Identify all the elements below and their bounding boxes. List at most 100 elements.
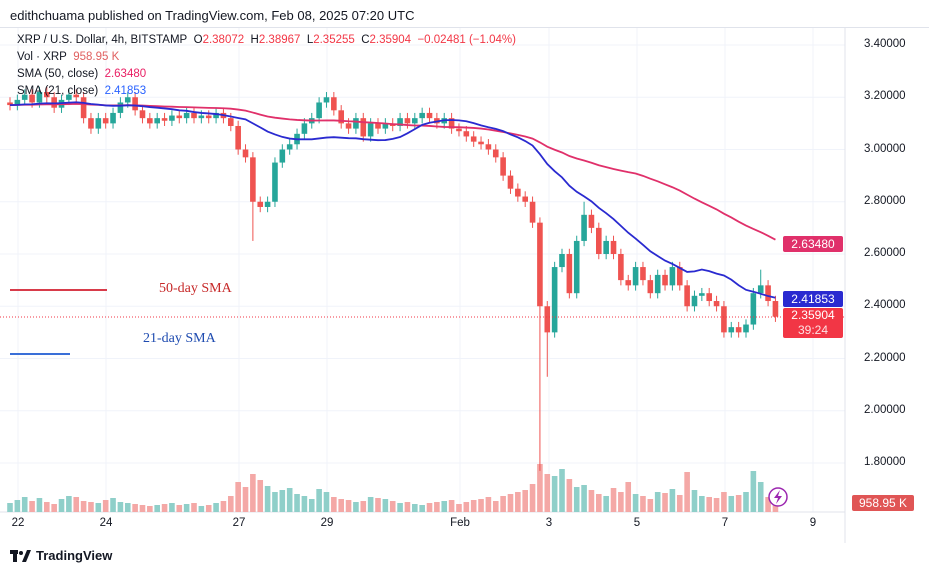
candle-body — [213, 112, 219, 119]
volume-bar — [654, 492, 661, 512]
candle-body — [537, 222, 543, 307]
candle-body — [426, 112, 433, 119]
volume-bar — [323, 492, 330, 512]
candle-body — [301, 123, 308, 134]
candle-body — [757, 285, 764, 294]
sma50-legend[interactable]: SMA (50, close) 2.63480 — [17, 68, 146, 80]
volume-bar — [676, 495, 683, 512]
candle-body — [250, 157, 256, 202]
candle-body — [507, 175, 514, 189]
candle-body — [566, 254, 573, 294]
volume-bar — [250, 474, 256, 512]
volume-bar — [772, 502, 779, 512]
candle-body — [419, 112, 425, 119]
symbol-title[interactable]: XRP / U.S. Dollar, 4h, BITSTAMP — [17, 34, 188, 46]
candle-body — [699, 293, 705, 296]
candle-body — [669, 267, 676, 286]
candle-body — [772, 301, 779, 317]
candle-body — [529, 201, 536, 223]
volume-bar — [522, 490, 528, 512]
open-value: 2.38072 — [202, 34, 245, 46]
sma21-price-tag: 2.41853 — [783, 291, 843, 307]
candle-body — [191, 112, 197, 119]
volume-bar — [228, 496, 234, 512]
bar-countdown: 39:24 — [797, 323, 829, 337]
volume-bar — [500, 496, 506, 512]
candle-body — [603, 240, 609, 254]
volume-bar — [183, 504, 190, 512]
candle-body — [463, 131, 470, 137]
close-value: 2.35904 — [369, 34, 412, 46]
volume-bar — [735, 495, 742, 512]
candle-body — [676, 267, 683, 286]
candle-body — [205, 115, 212, 119]
volume-bar — [360, 501, 367, 512]
candle-body — [382, 123, 389, 129]
volume-bar — [257, 480, 264, 512]
volume-bar — [713, 498, 720, 512]
candle-body — [102, 118, 109, 124]
volume-bar — [389, 501, 396, 512]
candle-body — [632, 267, 639, 286]
candle-body — [573, 240, 580, 294]
volume-bar — [44, 502, 50, 512]
volume-bar — [205, 505, 212, 512]
candle-body — [316, 102, 322, 119]
volume-bar — [581, 485, 587, 512]
volume-bar — [566, 479, 573, 512]
volume-bar — [412, 504, 418, 512]
candle-body — [117, 102, 124, 113]
volume-bar — [279, 490, 286, 512]
volume-bar — [375, 498, 381, 512]
volume-bar — [264, 486, 271, 512]
volume-bar — [492, 501, 499, 512]
volume-bar — [625, 482, 632, 512]
candle-body — [66, 94, 72, 100]
candle-body — [228, 118, 234, 126]
candle-body — [456, 128, 462, 132]
low-label: L — [306, 34, 314, 46]
candle-body — [132, 97, 138, 111]
volume-bar — [36, 498, 43, 512]
sma50-price-tag: 2.63480 — [783, 236, 843, 252]
volume-bar — [147, 506, 153, 512]
volume-bar — [470, 500, 477, 512]
chart-frame[interactable] — [0, 27, 929, 544]
volume-bar — [699, 496, 705, 512]
volume-bar — [338, 499, 344, 512]
y-tick-label: 3.20000 — [864, 90, 906, 103]
volume-bar — [367, 497, 374, 512]
open-label: O — [193, 34, 203, 46]
volume-bar — [448, 500, 455, 512]
volume-legend[interactable]: Vol · XRP 958.95 K — [17, 51, 119, 63]
volume-bar — [426, 503, 433, 512]
volume-bar — [73, 497, 80, 512]
volume-bar — [88, 502, 94, 512]
volume-bar — [7, 503, 13, 512]
sma21-annotation: 21-day SMA — [143, 331, 216, 346]
candle-body — [478, 141, 484, 145]
candle-body — [257, 201, 264, 207]
candle-body — [765, 285, 771, 302]
volume-bar — [529, 484, 536, 512]
candle-body — [147, 118, 153, 124]
volume-bar — [632, 494, 639, 512]
sma21-legend[interactable]: SMA (21, close) 2.41853 — [17, 85, 146, 97]
candle-body — [735, 327, 742, 333]
volume-bar — [721, 492, 727, 512]
candle-body — [654, 274, 661, 294]
candle-body — [88, 118, 94, 129]
volume-bar — [507, 494, 514, 512]
volume-bar — [662, 493, 668, 512]
candle-body — [367, 123, 374, 137]
candle-body — [750, 293, 757, 325]
volume-bar — [316, 489, 322, 512]
candle-body — [706, 293, 712, 302]
volume-bar — [588, 490, 595, 512]
volume-bar — [419, 505, 425, 512]
volume-bar — [220, 501, 227, 512]
volume-bar — [559, 469, 565, 512]
volume-bar — [272, 492, 278, 512]
sma21-label: SMA (21, close) — [17, 85, 99, 97]
